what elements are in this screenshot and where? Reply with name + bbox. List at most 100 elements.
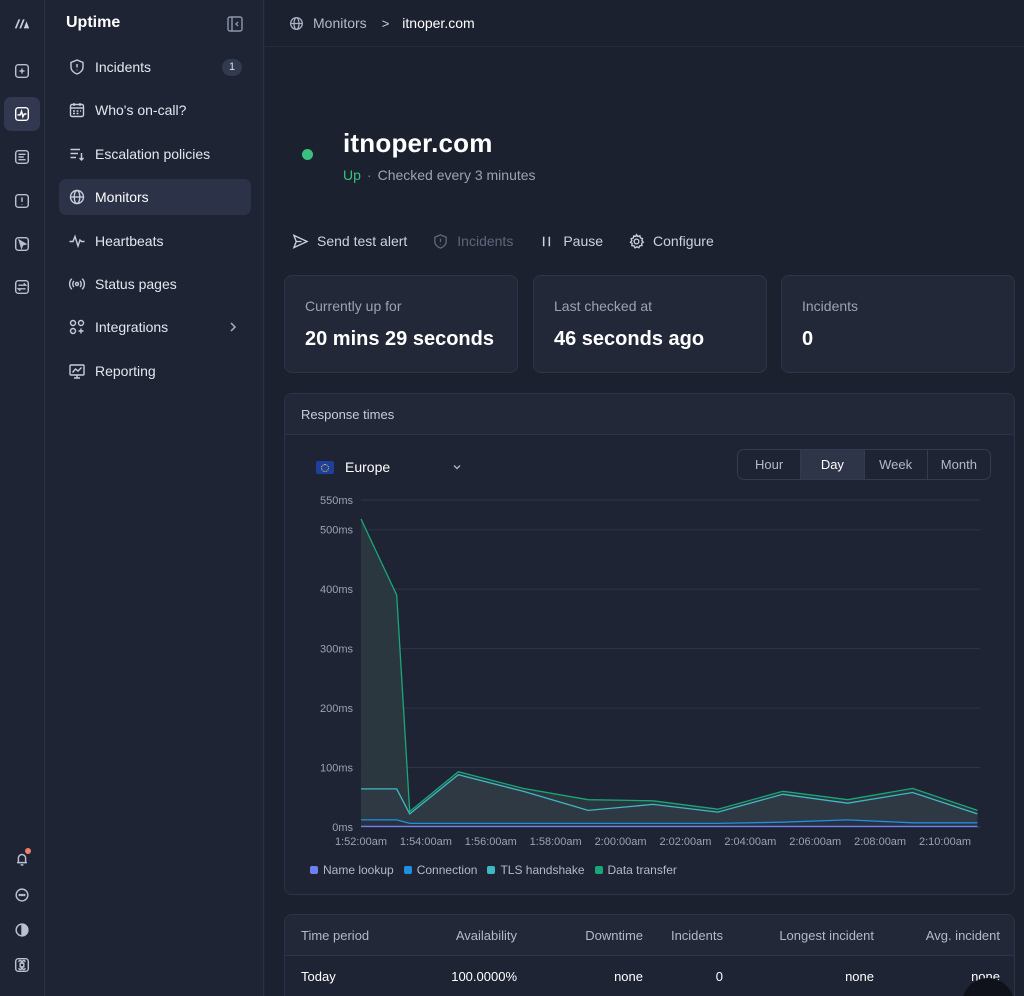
x-tick-label: 2:08:00am — [854, 836, 906, 848]
uptime-pulse-icon[interactable] — [4, 97, 40, 131]
stat-label: Last checked at — [554, 298, 653, 314]
legend-swatch — [487, 866, 496, 874]
pause-icon — [543, 236, 551, 246]
sparkle-icon[interactable] — [4, 54, 40, 88]
calendar-icon — [69, 103, 85, 118]
stat-card-uptime: Currently up for 20 mins 29 seconds — [284, 275, 518, 373]
cursor-icon[interactable] — [4, 227, 40, 261]
legend-swatch — [310, 866, 318, 874]
sidebar-item-monitors[interactable]: Monitors — [59, 179, 251, 216]
stat-value: 20 mins 29 seconds — [305, 328, 494, 350]
sidebar-item-label: Integrations — [95, 319, 169, 336]
x-tick-label: 1:54:00am — [400, 836, 452, 848]
time-range-selector: Hour Day Week Month — [737, 449, 991, 480]
region-select[interactable]: Europe — [316, 456, 471, 478]
notifications-bell-icon[interactable] — [4, 842, 40, 876]
range-tab-day[interactable]: Day — [801, 450, 865, 479]
table-cell: none — [845, 969, 874, 984]
sidebar-nav: Incidents 1 Who's on-call? Escalation po… — [59, 49, 251, 396]
legend-item[interactable]: TLS handshake — [487, 863, 585, 877]
chart-legend: Name lookup Connection TLS handshake Data t… — [310, 863, 687, 877]
pause-button-label: Pause — [563, 233, 604, 249]
x-tick-label: 2:10:00am — [919, 836, 971, 848]
sidebar-item-incidents[interactable]: Incidents 1 — [59, 49, 251, 85]
y-tick-label: 100ms — [320, 763, 354, 775]
incidents-button-label: Incidents — [457, 233, 514, 249]
chat-launcher-button[interactable] — [962, 978, 1014, 996]
separator-dot: · — [366, 167, 372, 183]
column-header: Availability — [455, 928, 517, 943]
table-cell: Today — [301, 969, 336, 984]
y-tick-label: 300ms — [320, 644, 354, 656]
sidebar-item-reporting[interactable]: Reporting — [59, 353, 251, 389]
theme-toggle-icon[interactable] — [4, 913, 40, 947]
page-title: itnoper.com — [343, 128, 493, 158]
x-tick-label: 2:02:00am — [659, 836, 711, 848]
series-area — [361, 774, 978, 827]
sidebar-item-label: Incidents — [95, 59, 152, 75]
monitor-actions: Send test alert Incidents Pause Configur… — [292, 228, 739, 254]
sidebar-item-heartbeats[interactable]: Heartbeats — [59, 223, 251, 259]
breadcrumb: Monitors > itnoper.com — [265, 0, 1024, 47]
legend-item[interactable]: Data transfer — [594, 863, 677, 877]
icon-rail — [0, 0, 45, 996]
sidebar-item-label: Reporting — [95, 362, 156, 379]
sidebar-item-status-pages[interactable]: Status pages — [59, 266, 251, 302]
logs-icon[interactable] — [4, 140, 40, 174]
y-tick-label: 550ms — [320, 495, 354, 507]
range-tab-week[interactable]: Week — [865, 450, 928, 479]
legend-item[interactable]: Connection — [403, 863, 477, 877]
legend-label: TLS handshake — [500, 863, 585, 877]
send-test-alert-button[interactable]: Send test alert — [292, 233, 407, 250]
integrations-grid-icon — [69, 320, 85, 335]
escalation-list-icon — [70, 148, 84, 161]
pause-button[interactable]: Pause — [538, 233, 603, 250]
sidebar-item-integrations[interactable]: Integrations — [59, 309, 251, 345]
legend-label: Data transfer — [607, 863, 677, 877]
configure-button[interactable]: Configure — [628, 232, 714, 250]
legend-item[interactable]: Name lookup — [310, 863, 394, 877]
command-icon[interactable] — [4, 948, 40, 982]
range-tab-month[interactable]: Month — [940, 457, 977, 472]
x-tick-label: 2:00:00am — [595, 836, 647, 848]
app-logo-icon[interactable] — [4, 6, 40, 40]
incidents-count-badge: 1 — [222, 59, 242, 76]
x-tick-label: 1:58:00am — [530, 836, 582, 848]
y-tick-label: 200ms — [320, 703, 354, 715]
switch-icon[interactable] — [4, 270, 40, 304]
sidebar-item-label: Status pages — [95, 275, 177, 292]
breadcrumb-current: itnoper.com — [402, 15, 475, 31]
series-line — [361, 773, 978, 815]
availability-table: Time period Availability Downtime Incide… — [284, 914, 1015, 996]
globe-icon — [69, 189, 85, 205]
response-times-chart: 0ms 100ms 200ms 300ms 400ms 500ms 550ms 1:52:00… — [320, 495, 980, 848]
collapse-sidebar-icon[interactable] — [226, 15, 244, 33]
column-header: Incidents — [670, 928, 723, 943]
series-line — [360, 518, 978, 813]
sidebar-item-label: Monitors — [95, 189, 149, 206]
x-tick-label: 2:04:00am — [724, 836, 776, 848]
send-icon — [292, 233, 309, 249]
stat-label: Currently up for — [305, 298, 402, 314]
chat-icon[interactable] — [4, 878, 40, 912]
check-frequency: Checked every 3 minutes — [377, 167, 536, 183]
stat-label: Incidents — [802, 298, 859, 314]
chevron-down-icon — [453, 465, 461, 470]
shield-alert-icon — [70, 59, 84, 75]
configure-button-label: Configure — [653, 233, 714, 249]
region-label: Europe — [345, 459, 391, 475]
main-content: Monitors > itnoper.com itnoper.com Up · Ch… — [265, 0, 1024, 996]
alert-icon[interactable] — [4, 184, 40, 218]
incidents-button[interactable]: Incidents — [432, 233, 513, 250]
column-header: Avg. incident — [925, 928, 1000, 943]
sidebar-item-escalation-policies[interactable]: Escalation policies — [59, 136, 251, 172]
eu-flag-icon — [316, 460, 334, 474]
sidebar-item-on-call[interactable]: Who's on-call? — [59, 92, 251, 128]
table-cell: none — [614, 969, 643, 984]
chart-header: Response times — [285, 394, 1014, 435]
notification-dot — [25, 848, 31, 854]
sidebar-item-label: Escalation policies — [95, 145, 211, 162]
range-tab-hour[interactable]: Hour — [738, 450, 802, 479]
breadcrumb-monitors-link[interactable]: Monitors — [313, 15, 367, 31]
